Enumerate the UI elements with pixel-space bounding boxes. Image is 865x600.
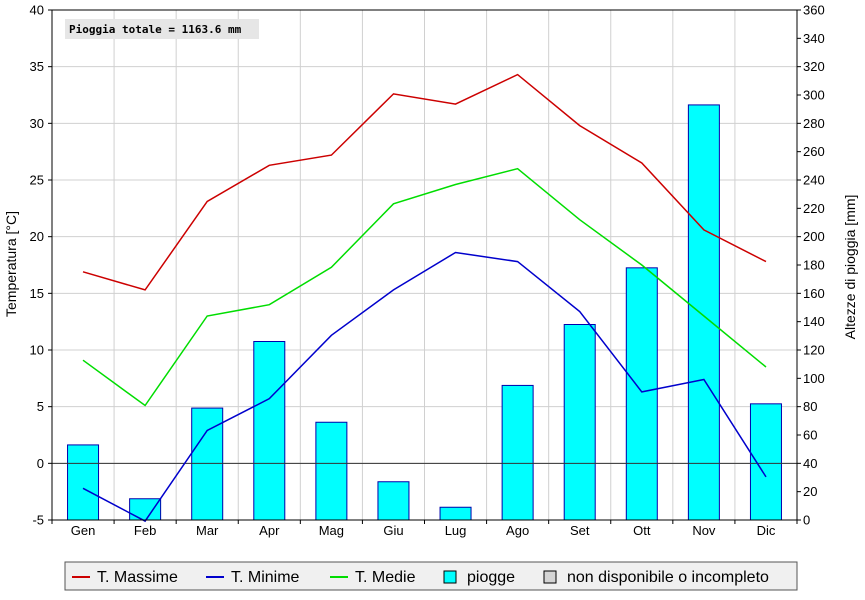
series-line-t-massime [82,73,767,291]
left-tick-label: -5 [32,513,44,528]
right-tick-label: 240 [803,173,825,188]
right-tick-label: 360 [803,3,825,18]
x-tick-label: Ott [633,523,651,538]
x-tick-label: Ago [506,523,529,538]
x-tick-label: Lug [445,523,467,538]
x-tick-label: Nov [692,523,716,538]
rain-bar-nov [687,104,720,521]
right-tick-label: 220 [803,201,825,216]
right-tick-label: 0 [803,513,810,528]
rain-bar-feb [129,498,162,521]
right-tick-label: 300 [803,88,825,103]
x-tick-label: Dic [757,523,776,538]
right-tick-label: 20 [803,484,817,499]
rain-bar-gen [67,444,100,521]
right-tick-label: 40 [803,456,817,471]
right-tick-label: 200 [803,229,825,244]
series-line-t-minime [82,251,767,523]
right-tick-label: 160 [803,286,825,301]
x-tick-label: Giu [383,523,403,538]
legend-swatch-non-disponibile-o-incompleto [543,570,557,584]
right-tick-label: 80 [803,399,817,414]
temperature-lines [82,73,767,523]
rain-bar-mar [191,407,224,521]
x-tick-label: Mar [196,523,219,538]
x-tick-label: Feb [134,523,156,538]
rain-bar-set [563,324,596,521]
x-tick-label: Mag [319,523,344,538]
legend: T. Massime T. Minime T. Medie piogge non dis… [64,561,798,591]
left-axis-ticks: -5 0 5 10 15 20 25 30 35 40 [30,3,52,528]
legend-box [64,561,798,591]
right-tick-label: 260 [803,144,825,159]
x-tick-label: Set [570,523,590,538]
annotation-background [65,19,259,39]
rain-bar-ago [501,384,534,521]
left-tick-label: 0 [37,456,44,471]
x-tick-label: Apr [259,523,280,538]
left-tick-label: 30 [30,116,44,131]
left-axis-title: Temperatura [°C] [3,211,19,317]
left-tick-label: 5 [37,399,44,414]
x-tick-label: Gen [71,523,96,538]
rain-bar-lug [439,506,472,521]
right-tick-label: 320 [803,59,825,74]
annotation-text: Pioggia totale = 1163.6 mm [69,23,242,36]
left-tick-label: 25 [30,173,44,188]
rain-bar-giu [377,481,410,521]
rain-bar-dic [749,403,782,521]
legend-swatch-piogge [443,570,457,584]
rain-bars [67,104,782,521]
series-line-t-medie [82,167,767,407]
left-tick-label: 20 [30,229,44,244]
right-axis-ticks: 0 20 40 60 80 100 120 140 160 180 200 220 240 260 280 3… [797,3,825,528]
right-tick-label: 140 [803,314,825,329]
x-axis-ticks: Gen Feb Mar Apr Mag Giu Lug Ago Set Ott Nov Dic [51,520,798,538]
legend-label-t-medie: T. Medie [355,569,416,586]
rain-bar-mag [315,421,348,521]
legend-label-t-massime: T. Massime [97,569,178,586]
legend-label-non-disponibile-o-incompleto: non disponibile o incompleto [567,569,769,586]
right-tick-label: 280 [803,116,825,131]
rain-total-annotation: Pioggia totale = 1163.6 mm [65,19,259,39]
rain-bar-ott [625,267,658,521]
right-axis-title: Altezze di pioggia [mm] [842,195,858,340]
right-tick-label: 120 [803,343,825,358]
right-tick-label: 340 [803,31,825,46]
right-tick-label: 100 [803,371,825,386]
legend-label-piogge: piogge [467,569,515,586]
right-tick-label: 180 [803,258,825,273]
left-tick-label: 10 [30,343,44,358]
left-tick-label: 15 [30,286,44,301]
left-tick-label: 40 [30,3,44,18]
rain-bar-apr [253,341,286,521]
grid [52,9,797,521]
legend-label-t-minime: T. Minime [231,569,300,586]
left-tick-label: 35 [30,59,44,74]
right-tick-label: 60 [803,428,817,443]
